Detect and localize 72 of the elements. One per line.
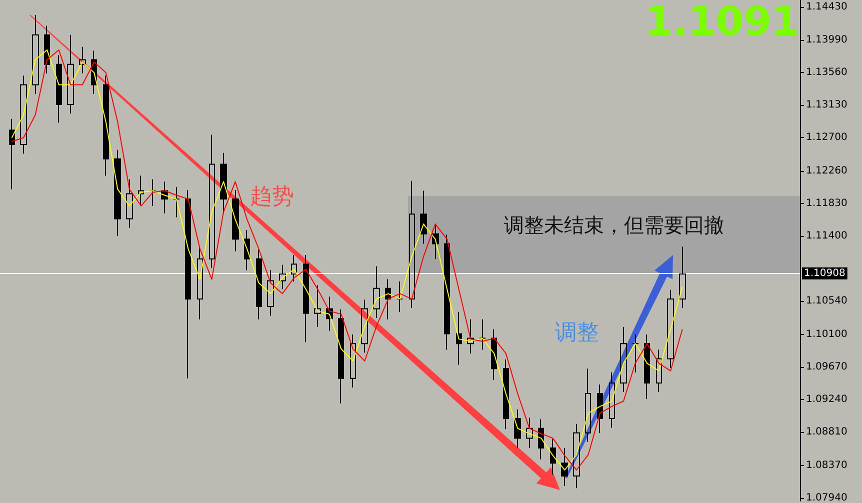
y-tick-label: 1.12260: [806, 166, 848, 177]
candlestick: [573, 423, 580, 489]
candlestick: [79, 46, 86, 74]
candlestick: [185, 189, 191, 379]
y-tick-label: 1.09670: [806, 362, 848, 373]
candlestick: [409, 180, 415, 309]
y-tick-label: 1.13560: [806, 67, 848, 78]
line-series: [11, 49, 683, 470]
annotation: 1.1091: [645, 0, 800, 45]
candlestick: [479, 318, 486, 350]
candlestick: [173, 186, 180, 218]
candlestick: [9, 118, 15, 190]
candlestick: [209, 134, 215, 268]
candlestick: [279, 264, 286, 290]
candlestick: [597, 384, 603, 434]
candlestick: [220, 152, 227, 214]
candlestick: [620, 326, 627, 393]
candlestick: [373, 266, 380, 318]
y-tick-label: 1.11400: [806, 230, 848, 242]
y-tick-label: 1.07940: [806, 492, 848, 503]
candlestick: [561, 448, 568, 486]
candlestick: [679, 246, 686, 309]
candlestick: [467, 318, 474, 354]
y-tick-label: 1.09240: [806, 394, 848, 406]
candlestick: [632, 334, 639, 373]
candlestick: [644, 334, 650, 400]
candlestick: [526, 417, 533, 449]
y-tick-label: 1.12700: [806, 132, 848, 144]
candlestick: [656, 349, 662, 393]
candlestick: [314, 284, 321, 328]
candlestick: [503, 359, 509, 430]
y-tick-label: 1.08370: [806, 460, 848, 471]
candlestick: [550, 438, 556, 476]
candlestick: [585, 368, 591, 442]
annotation: 调整: [555, 320, 599, 346]
candlestick: [267, 270, 274, 316]
candlestick: [456, 311, 462, 366]
annotation: 趋势: [250, 184, 294, 210]
candlestick: [138, 175, 144, 206]
candlestick: [150, 178, 156, 206]
text-box: 调整未结束，但需要回撤: [408, 196, 800, 273]
candlestick: [126, 178, 133, 228]
candlestick: [361, 299, 368, 354]
candlestick: [609, 372, 615, 428]
candlestick: [56, 54, 62, 124]
candlestick: [256, 249, 262, 320]
candlestick: [667, 289, 674, 368]
y-tick-label: 1.10100: [806, 329, 848, 340]
candlestick: [514, 408, 521, 449]
y-tick-label: 1.11830: [806, 198, 848, 210]
y-tick-label: 1.10540: [806, 296, 848, 307]
y-tick-label: 1.13130: [806, 100, 848, 111]
candlestick: [338, 309, 344, 404]
candlestick: [67, 34, 74, 114]
candlestick: [291, 254, 297, 282]
candlestick: [114, 149, 121, 237]
ref-line-label: 1.10908: [804, 268, 846, 279]
candlestick: [303, 254, 309, 343]
candlestick: [397, 281, 403, 312]
candlestick: [20, 75, 27, 154]
candlestick: [350, 334, 356, 388]
candlestick: [232, 189, 239, 252]
y-tick-label: 1.14430: [806, 1, 848, 12]
candlestick: [420, 190, 427, 244]
y-tick-label: 1.13990: [806, 34, 848, 46]
candlestick: [385, 278, 391, 320]
candlestick: [197, 246, 203, 320]
candlestick: [103, 75, 109, 176]
y-tick-label: 1.08810: [806, 426, 848, 438]
candlestick: [444, 234, 450, 350]
candlestick: [32, 14, 39, 94]
annotation: 调整未结束，但需要回撤: [504, 212, 724, 239]
